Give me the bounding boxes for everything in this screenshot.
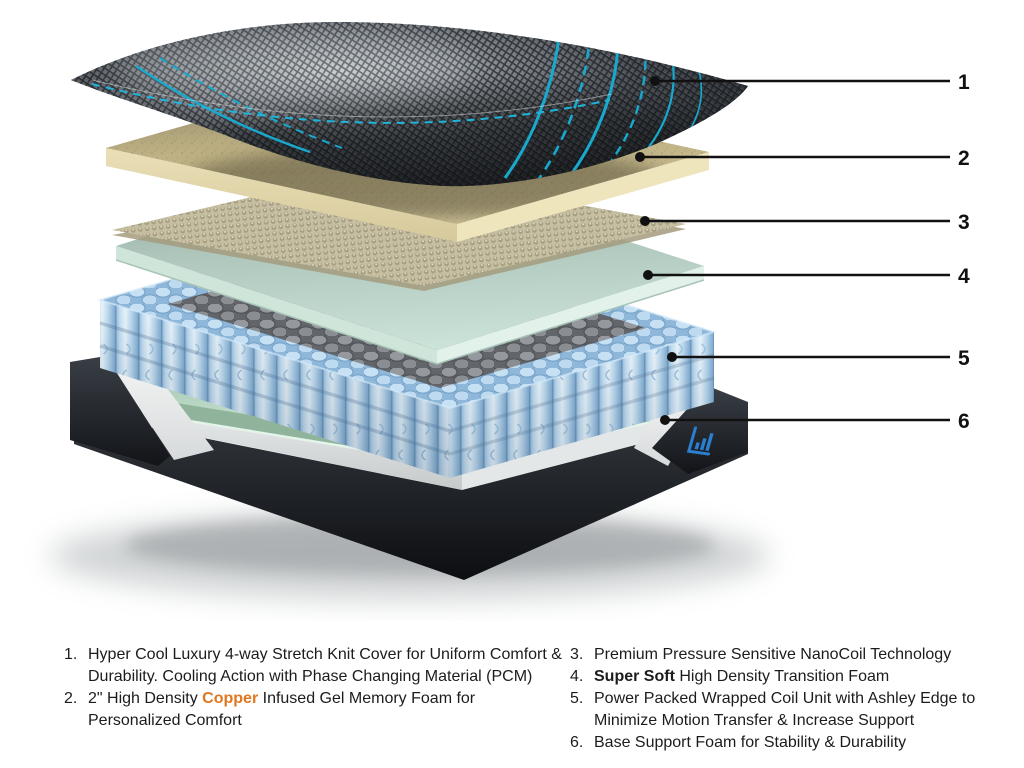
legend-right-column: 3. Premium Pressure Sensitive NanoCoil T…: [570, 644, 1000, 754]
super-soft-bold: Super Soft: [594, 668, 675, 685]
fabric-accent-stripes: [91, 27, 703, 181]
legend-item-6: 6. Base Support Foam for Stability & Dur…: [570, 732, 1000, 754]
legend-item-number: 2.: [64, 690, 78, 707]
brand-logo: [686, 426, 714, 456]
legend-item-4: 4. Super Soft High Density Transition Fo…: [570, 666, 1000, 688]
callout-number-4: 4: [958, 265, 970, 288]
callout-2: 2: [635, 147, 970, 170]
mattress-diagram: 1 2 3 4 5 6: [50, 22, 970, 600]
callouts: 1 2 3 4 5 6: [635, 71, 970, 433]
callout-1: 1: [650, 71, 970, 94]
callout-number-1: 1: [958, 71, 970, 94]
callout-4: 4: [643, 265, 970, 288]
legend-item-text: Hyper Cool Luxury 4-way Stretch Knit Cov…: [88, 646, 562, 685]
legend-item-text: Base Support Foam for Stability & Durabi…: [594, 734, 907, 751]
legend-item-number: 5.: [570, 690, 584, 707]
callout-number-2: 2: [958, 147, 970, 170]
callout-number-5: 5: [958, 347, 970, 370]
legend-item-text: Premium Pressure Sensitive NanoCoil Tech…: [594, 646, 952, 663]
callout-5: 5: [667, 347, 970, 370]
legend-item-number: 6.: [570, 734, 584, 751]
callout-3: 3: [640, 211, 970, 234]
legend-item-text: Power Packed Wrapped Coil Unit with Ashl…: [594, 690, 976, 729]
legend-item-2-pre: 2" High Density: [88, 690, 203, 707]
copper-highlight: Copper: [202, 690, 259, 707]
legend-item-2-post: Infused Gel Memory Foam for Personalized…: [88, 690, 476, 729]
legend-item-number: 1.: [64, 646, 78, 663]
legend-item-2: 2. 2" High Density Copper Infused Gel Me…: [64, 688, 594, 732]
legend-item-5: 5. Power Packed Wrapped Coil Unit with A…: [570, 688, 1000, 732]
legend-item-1: 1. Hyper Cool Luxury 4-way Stretch Knit …: [64, 644, 594, 688]
legend-item-4-post: High Density Transition Foam: [674, 668, 890, 685]
callout-number-6: 6: [958, 410, 970, 433]
legend-item-text: 2" High Density Copper Infused Gel Memor…: [88, 688, 588, 732]
legend-item-text: Super Soft High Density Transition Foam: [594, 666, 994, 688]
legend-item-3: 3. Premium Pressure Sensitive NanoCoil T…: [570, 644, 1000, 666]
legend-item-number: 4.: [570, 668, 584, 685]
callout-number-3: 3: [958, 211, 970, 234]
callout-6: 6: [660, 410, 970, 433]
legend-item-number: 3.: [570, 646, 584, 663]
legend-left-column: 1. Hyper Cool Luxury 4-way Stretch Knit …: [64, 644, 594, 732]
